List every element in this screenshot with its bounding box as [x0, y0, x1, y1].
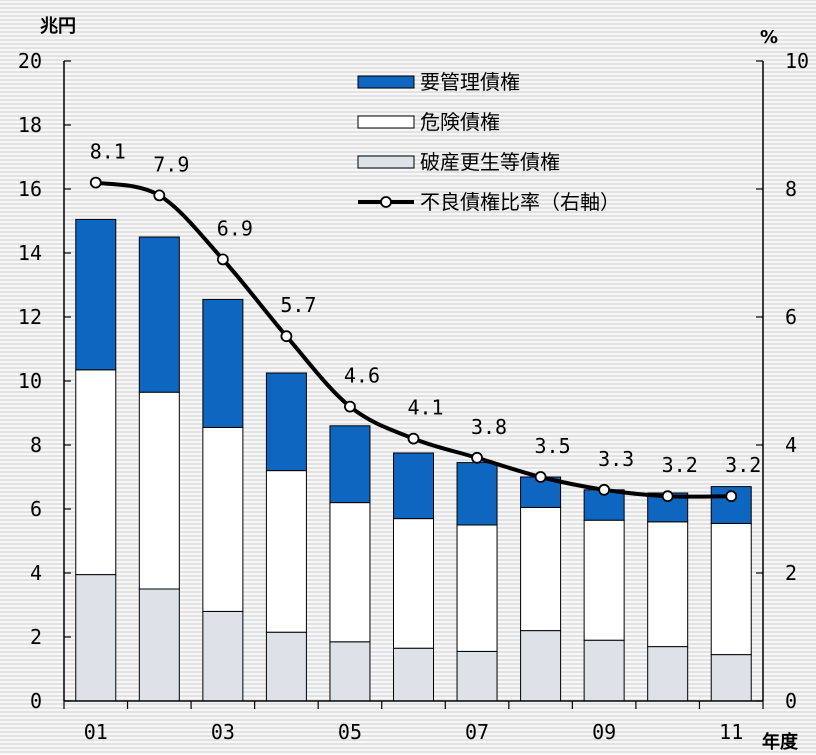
- bar-segment-0-08: [520, 630, 562, 702]
- bar-segment-1-06: [393, 518, 434, 649]
- x-tick-label: 11: [719, 720, 743, 744]
- bar-segment-0-10: [647, 646, 689, 702]
- ratio-point: [534, 471, 547, 483]
- bar-segment-1-10: [647, 521, 689, 648]
- ratio-data-label: 5.7: [280, 293, 316, 317]
- right-tick-label: 8: [785, 177, 797, 201]
- ratio-point: [471, 451, 483, 464]
- ratio-data-label: 3.2: [725, 453, 761, 477]
- ratio-data-label: 4.6: [344, 364, 380, 388]
- bar-segment-2-06: [393, 452, 434, 520]
- right-tick-label: 10: [785, 49, 809, 73]
- bar-segment-2-02: [138, 236, 180, 393]
- ratio-line-layer: [89, 176, 738, 503]
- bar-segment-1-03: [202, 426, 244, 612]
- ratio-point: [407, 432, 420, 445]
- left-tick-label: 20: [18, 49, 42, 73]
- legend-swatch: [357, 155, 415, 169]
- bar-segment-2-04: [265, 372, 307, 472]
- ratio-point: [661, 490, 674, 503]
- ratio-point: [216, 253, 229, 266]
- bar-segment-1-09: [583, 519, 625, 641]
- legend-swatch: [357, 75, 415, 89]
- legend-label: 危険債権: [420, 110, 500, 134]
- bar-segment-0-02: [138, 588, 180, 702]
- left-tick-label: 0: [30, 689, 42, 713]
- legend-marker-swatch: [380, 196, 392, 208]
- right-tick-label: 2: [785, 561, 797, 585]
- bar-segment-0-04: [265, 631, 307, 702]
- bar-segment-2-11: [710, 486, 752, 524]
- ratio-data-label: 3.5: [535, 434, 571, 458]
- x-tick-label: 09: [592, 720, 616, 744]
- right-tick-label: 0: [785, 689, 797, 713]
- left-tick-label: 2: [30, 625, 42, 649]
- bar-segment-0-03: [202, 610, 244, 702]
- bar-segment-0-06: [393, 647, 434, 702]
- ratio-data-label: 7.9: [153, 152, 189, 176]
- axes-layer: 0 2 4 6 8 10 12 14 16 18 20 0 2 4 6 8 10 01 03 05 07 09 11: [18, 49, 809, 744]
- x-axis-unit: 年度: [762, 731, 799, 753]
- ratio-point: [89, 176, 102, 189]
- x-tick-label: 03: [211, 720, 235, 744]
- left-tick-label: 4: [30, 561, 42, 585]
- left-tick-label: 16: [18, 177, 42, 201]
- ratio-point: [153, 189, 166, 202]
- bar-segment-1-05: [329, 502, 371, 643]
- bar-segment-2-05: [329, 425, 371, 504]
- ratio-data-label: 3.3: [598, 447, 634, 471]
- ratio-data-label: 3.8: [471, 415, 507, 439]
- bar-segment-0-07: [456, 650, 498, 702]
- legend-label: 不良債権比率（右軸）: [420, 190, 620, 214]
- right-tick-label: 6: [785, 305, 797, 329]
- right-axis-unit: %: [760, 27, 778, 48]
- ratio-line: [95, 180, 732, 499]
- right-tick-label: 4: [785, 433, 797, 457]
- left-tick-label: 18: [18, 113, 42, 137]
- bars-layer: [75, 218, 752, 702]
- bar-segment-0-11: [710, 654, 752, 702]
- ratio-point: [598, 483, 611, 496]
- bar-segment-2-03: [202, 298, 244, 428]
- ratio-point: [725, 490, 738, 503]
- x-tick-label: 01: [84, 720, 108, 744]
- ratio-data-label: 4.1: [407, 396, 443, 420]
- ratio-point: [280, 330, 293, 343]
- bar-segment-1-02: [138, 391, 180, 590]
- bar-segment-1-08: [520, 506, 562, 632]
- left-tick-label: 8: [30, 433, 42, 457]
- bar-segment-0-09: [583, 639, 625, 702]
- legend-label: 要管理債権: [420, 70, 520, 94]
- bar-segment-0-05: [329, 641, 371, 702]
- left-tick-label: 14: [18, 241, 42, 265]
- ratio-labels-layer: 8.1 7.9 6.9 5.7 4.6 4.1 3.8 3.5 3.3 3.2 3.2: [90, 140, 762, 478]
- bar-segment-2-01: [75, 218, 117, 371]
- ratio-data-label: 3.2: [662, 453, 698, 477]
- ratio-data-label: 6.9: [217, 216, 253, 240]
- bar-segment-1-07: [456, 524, 498, 652]
- left-axis-unit: 兆円: [40, 16, 76, 37]
- ratio-point: [344, 400, 356, 413]
- bar-segment-1-01: [75, 369, 117, 576]
- legend-label: 破産更生等債権: [420, 150, 560, 174]
- ratio-data-label: 8.1: [90, 140, 126, 164]
- left-tick-label: 10: [18, 369, 42, 393]
- bar-segment-1-11: [710, 522, 752, 656]
- bar-segment-1-04: [265, 470, 307, 633]
- legend-swatch: [357, 115, 415, 129]
- x-tick-label: 07: [465, 720, 489, 744]
- left-tick-label: 6: [30, 497, 42, 521]
- x-tick-label: 05: [338, 720, 362, 744]
- bar-segment-0-01: [75, 574, 117, 702]
- bar-segment-2-07: [456, 462, 498, 526]
- left-tick-label: 12: [18, 305, 42, 329]
